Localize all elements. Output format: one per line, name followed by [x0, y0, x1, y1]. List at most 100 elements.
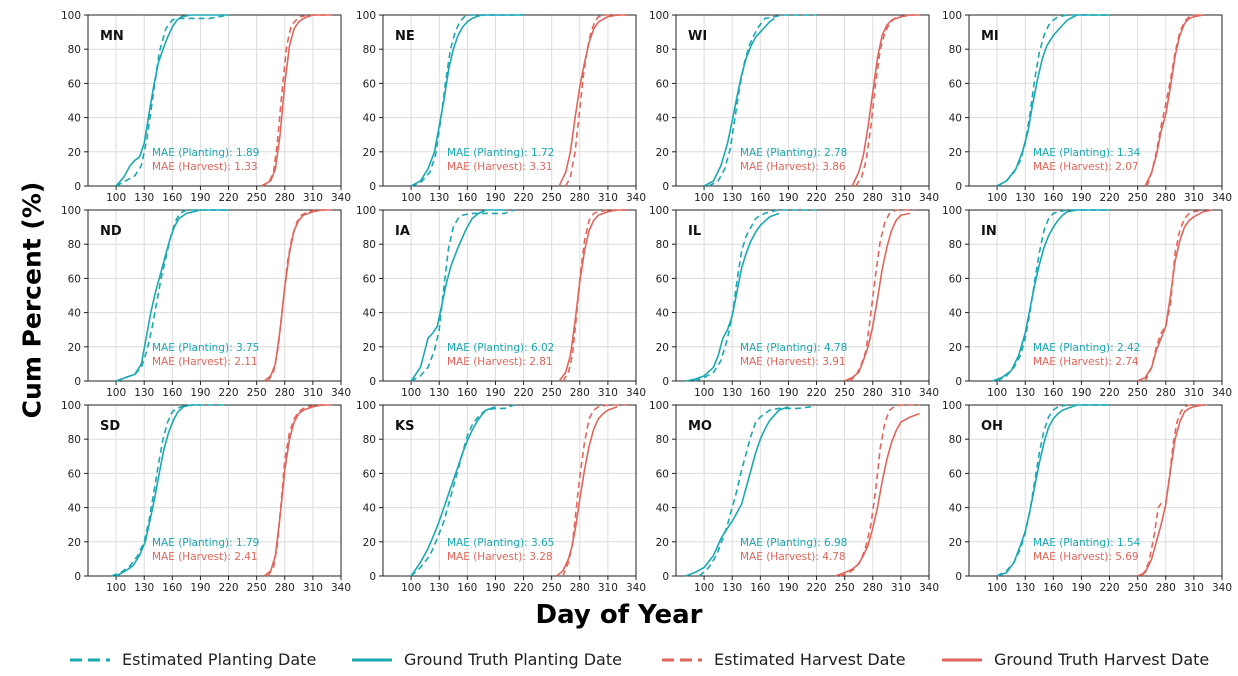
subplot-ia: 100 130 160 190 220 250 280 310 340 0 20 40 60 80 100 I…: [356, 205, 646, 399]
x-tick-label: 190: [778, 192, 798, 204]
y-tick-label: 100: [61, 10, 81, 22]
x-tick-label: 280: [570, 387, 590, 399]
legend-label: Estimated Planting Date: [122, 650, 317, 669]
x-tick-label: 280: [275, 387, 295, 399]
x-tick-label: 340: [919, 192, 939, 204]
mae-harvest-label: MAE (Harvest): 2.41: [152, 551, 258, 563]
x-tick-label: 130: [1015, 582, 1035, 594]
x-tick-label: 310: [598, 582, 618, 594]
series-line-est-harv: [267, 404, 327, 577]
x-tick-label: 190: [485, 582, 505, 594]
mae-harvest-label: MAE (Harvest): 4.78: [740, 551, 846, 563]
x-tick-label: 220: [514, 387, 534, 399]
state-label: WI: [688, 29, 707, 44]
series-line-gt-plant: [685, 212, 780, 382]
y-tick-label: 60: [949, 468, 962, 480]
y-tick-label: 40: [363, 113, 376, 125]
x-tick-label: 340: [331, 387, 351, 399]
x-tick-label: 130: [429, 387, 449, 399]
x-tick-label: 100: [987, 387, 1007, 399]
mae-planting-label: MAE (Planting): 6.02: [447, 342, 554, 354]
x-tick-label: 280: [275, 192, 295, 204]
y-tick-label: 20: [949, 342, 962, 354]
x-tick-label: 130: [134, 582, 154, 594]
x-tick-label: 250: [542, 387, 562, 399]
x-tick-label: 160: [162, 582, 182, 594]
y-tick-label: 60: [656, 273, 669, 285]
y-tick-label: 80: [363, 239, 376, 251]
x-tick-label: 250: [1128, 192, 1148, 204]
y-tick-label: 40: [949, 308, 962, 320]
x-tick-label: 100: [694, 582, 714, 594]
mae-planting-label: MAE (Planting): 2.42: [1033, 342, 1140, 354]
y-tick-label: 0: [955, 376, 962, 388]
y-tick-label: 100: [649, 205, 669, 217]
x-tick-label: 160: [162, 192, 182, 204]
mae-planting-label: MAE (Planting): 1.89: [152, 147, 259, 159]
x-tick-label: 340: [626, 387, 646, 399]
y-tick-label: 20: [68, 537, 81, 549]
series-line-gt-harv: [261, 14, 332, 187]
x-tick-label: 190: [1071, 387, 1091, 399]
series-line-est-harv: [562, 404, 627, 577]
y-tick-label: 40: [68, 308, 81, 320]
series-line-gt-plant: [410, 209, 505, 382]
x-tick-label: 310: [598, 387, 618, 399]
x-tick-label: 190: [778, 387, 798, 399]
x-tick-label: 130: [429, 582, 449, 594]
x-tick-label: 160: [1043, 192, 1063, 204]
state-label: SD: [100, 419, 120, 434]
plot-frame: [675, 14, 930, 187]
y-tick-label: 0: [74, 181, 81, 193]
x-tick-label: 310: [303, 192, 323, 204]
legend-item-est-planting: Estimated Planting Date: [70, 650, 316, 669]
y-tick-label: 100: [649, 10, 669, 22]
y-tick-label: 60: [949, 273, 962, 285]
x-tick-label: 280: [1156, 192, 1176, 204]
series-line-est-harv: [855, 14, 920, 187]
y-tick-label: 20: [68, 147, 81, 159]
x-tick-label: 250: [835, 582, 855, 594]
x-tick-label: 280: [570, 192, 590, 204]
y-tick-label: 20: [68, 342, 81, 354]
mae-harvest-label: MAE (Harvest): 2.81: [447, 356, 553, 368]
y-tick-label: 0: [955, 571, 962, 583]
subplot-ne: 100 130 160 190 220 250 280 310 340 0 20 40 60 80 100 N…: [356, 10, 646, 204]
x-tick-label: 100: [401, 192, 421, 204]
mae-planting-label: MAE (Planting): 1.72: [447, 147, 554, 159]
y-tick-label: 80: [949, 434, 962, 446]
legend: Estimated Planting Date Ground Truth Pla…: [0, 650, 1238, 676]
state-label: IA: [395, 224, 410, 239]
y-tick-label: 80: [68, 434, 81, 446]
series-line-est-plant: [996, 14, 1110, 187]
x-tick-label: 220: [514, 192, 534, 204]
series-line-est-plant: [996, 209, 1110, 382]
subplot-nd: 100 130 160 190 220 250 280 310 340 0 20 40 60 80 100 N…: [61, 205, 351, 399]
x-tick-label: 250: [1128, 387, 1148, 399]
x-tick-label: 250: [247, 387, 267, 399]
mae-harvest-label: MAE (Harvest): 3.31: [447, 161, 553, 173]
y-tick-label: 60: [949, 78, 962, 90]
x-tick-label: 340: [1212, 387, 1232, 399]
series-line-gt-harv: [1137, 404, 1204, 577]
series-line-est-harv: [564, 14, 627, 187]
series-line-gt-plant: [685, 405, 789, 577]
series-line-gt-harv: [263, 404, 332, 577]
y-tick-label: 0: [662, 376, 669, 388]
x-tick-label: 250: [542, 582, 562, 594]
y-tick-label: 60: [68, 273, 81, 285]
x-tick-label: 190: [190, 582, 210, 594]
x-tick-label: 250: [1128, 582, 1148, 594]
y-tick-label: 100: [356, 400, 376, 412]
series-line-est-plant: [996, 404, 1110, 577]
legend-label: Ground Truth Harvest Date: [994, 650, 1210, 669]
series-line-est-plant: [698, 405, 812, 577]
mae-planting-label: MAE (Planting): 1.54: [1033, 537, 1141, 549]
series-line-gt-harv: [844, 212, 911, 382]
x-tick-label: 340: [1212, 192, 1232, 204]
y-tick-label: 80: [656, 434, 669, 446]
y-tick-label: 100: [61, 205, 81, 217]
state-label: IN: [981, 224, 997, 239]
y-tick-label: 40: [656, 503, 669, 515]
x-tick-label: 160: [457, 387, 477, 399]
